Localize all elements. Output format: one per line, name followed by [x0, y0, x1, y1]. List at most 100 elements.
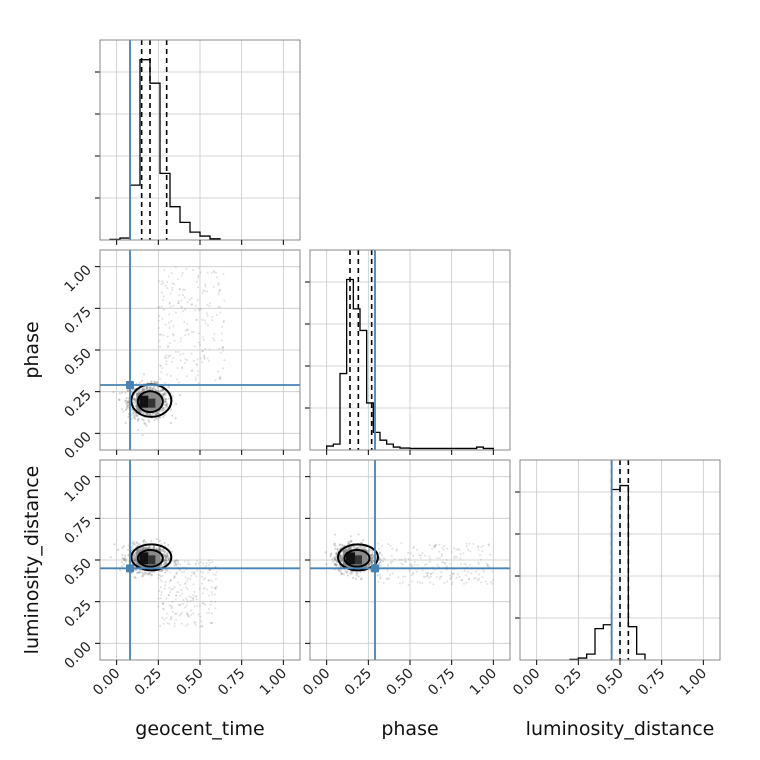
sample-point [142, 547, 145, 550]
sample-point [217, 290, 220, 293]
sample-point [387, 543, 390, 546]
sample-point [354, 547, 357, 550]
sample-point [197, 308, 200, 311]
sample-point [209, 569, 212, 572]
sample-point [175, 594, 178, 597]
sample-point [147, 573, 150, 576]
sample-point [169, 579, 172, 582]
sample-point [345, 571, 348, 574]
sample-point [118, 568, 122, 572]
sample-point [132, 411, 136, 414]
sample-point [213, 593, 216, 596]
sample-point [140, 410, 143, 413]
sample-point [156, 417, 159, 421]
sample-point [340, 558, 343, 561]
sample-point [412, 572, 415, 575]
sample-point [135, 414, 138, 417]
sample-point [123, 559, 126, 562]
sample-point [184, 624, 187, 627]
sample-point [203, 290, 206, 293]
sample-point [166, 335, 169, 338]
sample-point [190, 352, 193, 355]
sample-point [152, 386, 155, 389]
sample-point [163, 555, 166, 558]
sample-point [132, 556, 136, 559]
sample-point [463, 569, 466, 572]
sample-point [136, 542, 139, 545]
sample-point [118, 392, 121, 395]
sample-point [413, 545, 416, 548]
sample-point [407, 551, 410, 554]
sample-point [359, 545, 362, 548]
sample-point [178, 393, 182, 397]
sample-point [395, 549, 398, 552]
samples-group [109, 537, 218, 628]
sample-point [161, 574, 164, 577]
sample-point [143, 573, 146, 576]
sample-point [163, 268, 166, 271]
sample-point [190, 613, 193, 616]
sample-point [346, 574, 349, 577]
sample-point [325, 563, 328, 566]
sample-point [164, 393, 168, 396]
sample-point [168, 586, 171, 589]
sample-point [335, 552, 338, 555]
sample-point [349, 540, 353, 543]
truth-marker [126, 564, 134, 573]
sample-point [426, 572, 429, 575]
sample-point [198, 309, 201, 312]
sample-point [183, 288, 186, 291]
sample-point [158, 573, 161, 577]
sample-point [434, 544, 437, 547]
sample-point [335, 552, 338, 556]
sample-point [451, 575, 454, 578]
sample-point [123, 558, 126, 562]
sample-point [184, 582, 187, 585]
sample-point [164, 356, 167, 359]
sample-point [184, 576, 187, 579]
density-high [148, 398, 156, 408]
sample-point [163, 541, 166, 545]
sample-point [193, 621, 196, 624]
sample-point [167, 543, 170, 547]
sample-point [371, 557, 374, 560]
sample-point [389, 560, 392, 563]
sample-point [335, 564, 338, 567]
sample-point [131, 412, 134, 415]
sample-point [446, 547, 449, 550]
sample-point [160, 543, 163, 546]
sample-point [195, 575, 198, 578]
sample-point [204, 322, 207, 325]
sample-point [174, 559, 177, 562]
sample-point [178, 287, 181, 290]
sample-point [219, 378, 222, 381]
sample-point [435, 576, 438, 579]
sample-point [175, 591, 178, 594]
sample-point [147, 546, 150, 549]
density-peak [346, 552, 355, 565]
sample-point [183, 321, 186, 324]
sample-point [331, 557, 334, 561]
sample-point [165, 403, 168, 406]
sample-point [347, 541, 351, 545]
sample-point [135, 412, 138, 415]
sample-point [434, 568, 437, 571]
sample-point [433, 545, 436, 548]
sample-point [152, 570, 155, 573]
sample-point [218, 288, 221, 291]
sample-point [162, 393, 166, 396]
ylabel-luminosity-distance: luminosity_distance [21, 466, 43, 655]
sample-point [472, 542, 475, 545]
sample-point [172, 304, 175, 307]
sample-point [172, 334, 175, 337]
sample-point [174, 402, 178, 406]
y-tick-label: 0.25 [61, 387, 94, 420]
sample-point [218, 376, 221, 379]
sample-point [407, 583, 410, 586]
sample-point [131, 408, 134, 412]
sample-point [165, 560, 168, 563]
sample-point [465, 574, 468, 577]
sample-point [199, 570, 202, 573]
sample-point [180, 274, 183, 277]
sample-point [480, 546, 483, 549]
